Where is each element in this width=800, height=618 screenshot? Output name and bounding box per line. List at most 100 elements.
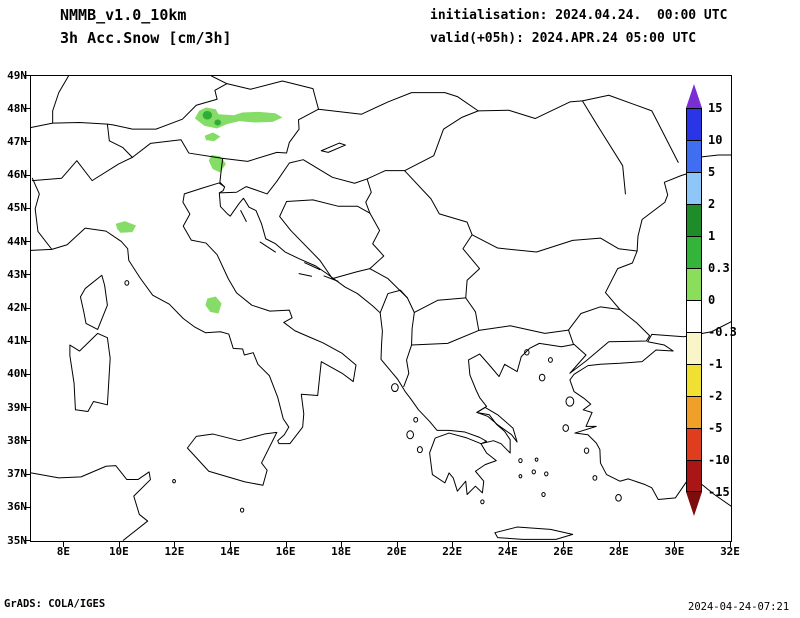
lon-tick-label: 14E (220, 545, 240, 558)
coastline-anatolia (570, 322, 731, 506)
lon-tick-label: 26E (553, 545, 574, 558)
lat-tick-mark (24, 141, 30, 143)
lon-tick-mark (174, 541, 176, 547)
lat-tick-mark (24, 207, 30, 209)
colorbar-segment (686, 268, 702, 301)
colorbar-segment (686, 364, 702, 397)
colorbar-segment (686, 204, 702, 237)
lat-tick-label: 45N (7, 201, 27, 215)
coastline-north-africa (31, 466, 150, 541)
lon-tick-mark (285, 541, 287, 547)
lat-tick-mark (24, 373, 30, 375)
lat-tick-mark (24, 75, 30, 76)
lat-tick-label: 35N (7, 533, 27, 547)
creation-timestamp: 2024-04-24-07:21 (688, 601, 790, 613)
colorbar-level-label: -0.3 (708, 325, 737, 339)
colorbar-level-label: 0.3 (708, 261, 730, 275)
lon-tick-label: 16E (275, 545, 296, 558)
lat-tick-label: 42N (7, 301, 27, 314)
lat-tick-mark (24, 440, 30, 442)
lat-tick-mark (24, 540, 30, 541)
map-area (30, 75, 732, 542)
lon-tick-mark (118, 541, 120, 547)
lon-tick-mark (730, 541, 731, 547)
coastline-europe (31, 155, 731, 453)
colorbar-segment (686, 332, 702, 365)
basemap-svg (31, 76, 731, 541)
colorbar-segment (686, 140, 702, 173)
lat-tick-label: 36N (7, 500, 27, 514)
lat-tick-mark (24, 506, 30, 508)
lon-tick-mark (396, 541, 398, 547)
lat-tick-mark (24, 307, 30, 309)
grads-credit: GrADS: COLA/IGES (4, 598, 106, 610)
snow-patch (204, 132, 221, 142)
island-crete (495, 527, 573, 539)
island-sardinia (70, 333, 110, 411)
lon-tick-label: 30E (664, 545, 685, 558)
lat-tick-label: 48N (7, 101, 27, 115)
lon-tick-label: 12E (164, 545, 185, 558)
colorbar-level-label: 2 (708, 197, 716, 211)
snow-patch (115, 221, 136, 233)
coastline-peloponnese (430, 433, 497, 494)
lat-tick-label: 49N (7, 68, 27, 82)
lon-tick-mark (452, 541, 454, 547)
lon-tick-label: 28E (608, 545, 629, 558)
lat-tick-mark (24, 340, 30, 342)
model-title: NMMB_v1.0_10km (60, 6, 187, 24)
colorbar-level-label: 1 (708, 229, 716, 243)
colorbar-level-label: -10 (708, 453, 730, 467)
colorbar-arrow-top (686, 84, 702, 108)
lon-tick-mark (563, 541, 565, 547)
lat-tick-mark (24, 241, 30, 243)
lat-tick-mark (24, 274, 30, 276)
colorbar-level-label: -15 (708, 485, 730, 499)
colorbar-level-label: 5 (708, 165, 716, 179)
lat-tick-label: 39N (7, 400, 27, 414)
colorbar-segment (686, 300, 702, 333)
lon-tick-label: 20E (386, 545, 407, 558)
lat-tick-mark (24, 407, 30, 409)
lon-tick-mark (230, 541, 231, 547)
coastlines-group (31, 143, 731, 540)
island-euboea (477, 407, 517, 442)
lat-tick-label: 40N (7, 367, 27, 381)
lake-balaton (321, 143, 345, 152)
colorbar-level-label: -1 (708, 357, 723, 371)
country-borders-group (31, 76, 678, 387)
lon-tick-label: 22E (442, 545, 463, 558)
snow-patch-core (202, 110, 213, 120)
lat-tick-label: 46N (7, 168, 27, 182)
lat-tick-label: 43N (7, 267, 27, 281)
small-islands (125, 281, 621, 513)
snow-shaded-areas (115, 107, 283, 314)
lon-tick-mark (341, 541, 343, 547)
colorbar-level-label: 15 (708, 101, 723, 115)
lat-tick-label: 41N (7, 334, 27, 348)
lat-tick-mark (24, 473, 30, 475)
field-title: 3h Acc.Snow [cm/3h] (60, 29, 232, 47)
lon-tick-label: 18E (331, 545, 352, 558)
init-time-label: initialisation: 2024.04.24. 00:00 UTC (430, 8, 728, 23)
colorbar-level-label: 10 (708, 133, 723, 147)
colorbar-level-label: 0 (708, 293, 716, 307)
colorbar-level-label: -5 (708, 421, 723, 435)
lon-tick-label: 10E (108, 545, 129, 558)
colorbar-segment (686, 108, 702, 141)
colorbar-segment (686, 236, 702, 269)
lon-tick-label: 24E (497, 545, 518, 558)
lat-tick-label: 38N (7, 433, 27, 447)
colorbar-segment (686, 460, 702, 492)
colorbar-arrow-bottom (686, 492, 702, 516)
colorbar-segment (686, 172, 702, 205)
lon-tick-mark (63, 541, 65, 547)
snow-patch (205, 296, 222, 314)
island-sicily (187, 432, 276, 485)
lon-tick-mark (674, 541, 676, 547)
lat-tick-label: 44N (7, 234, 27, 248)
lon-tick-label: 32E (720, 545, 740, 558)
snow-patch-core (214, 119, 221, 126)
lon-tick-label: 8E (56, 545, 70, 558)
lat-tick-label: 37N (7, 467, 27, 481)
